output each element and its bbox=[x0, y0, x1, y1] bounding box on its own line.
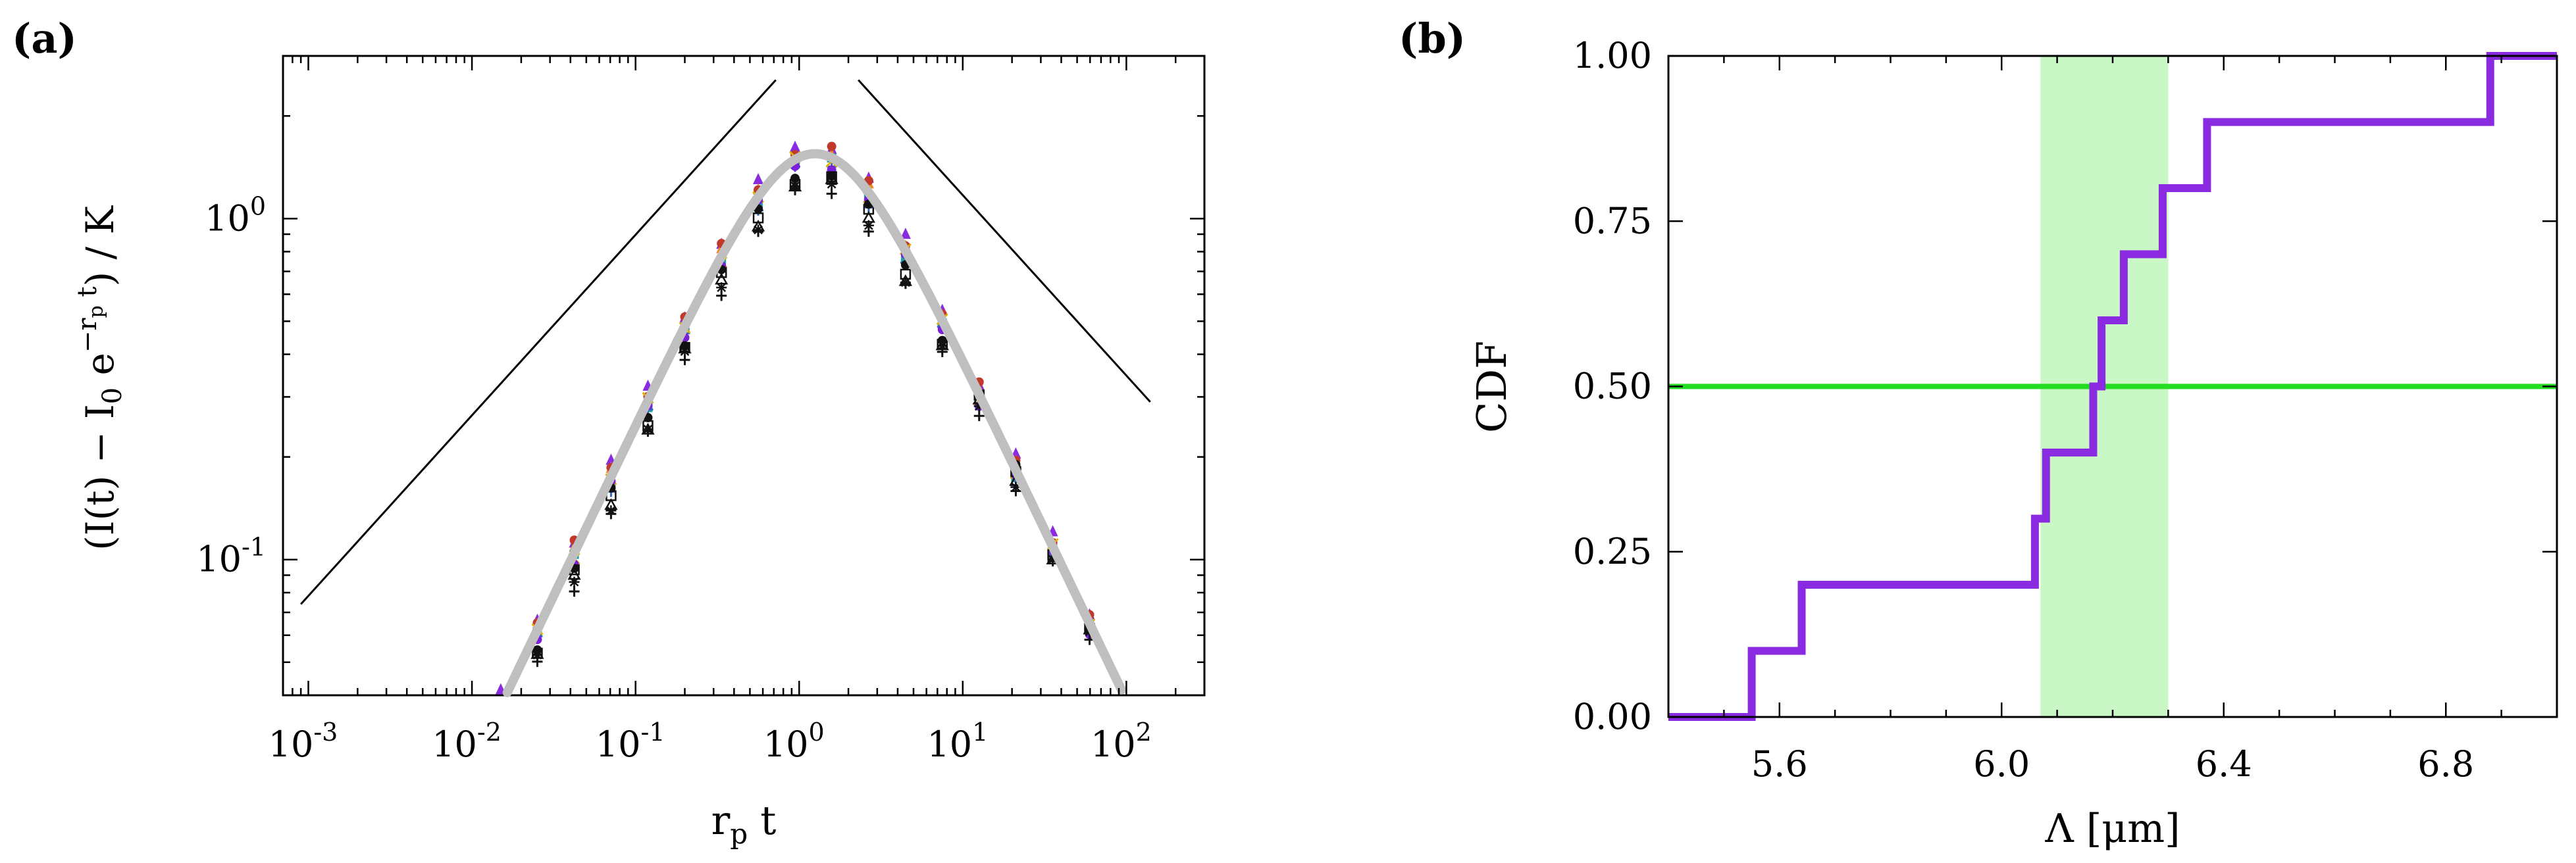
series-black-open-squares bbox=[532, 171, 1095, 659]
panel-a-plot-frame bbox=[282, 55, 1206, 697]
series-yellow-crosses bbox=[531, 151, 1096, 635]
x-tick-label: 100 bbox=[763, 718, 825, 765]
x-tick-exp: 1 bbox=[972, 718, 988, 747]
panel-b: (b) 5.6 6.0 6.4 6.8 0.00 0.25 0.50 0.75 1.00 Λ [… bbox=[1399, 14, 2558, 852]
x-tick-label: 10-3 bbox=[269, 718, 338, 765]
y-tick-base: 10 bbox=[205, 197, 250, 239]
x-tick-base: 10 bbox=[1091, 724, 1136, 765]
x-tick-exp: -1 bbox=[641, 718, 665, 747]
point bbox=[642, 426, 654, 437]
panel-a-x-label-main: r bbox=[711, 798, 731, 844]
series-black-circles bbox=[532, 171, 1095, 655]
x-tick-base: 10 bbox=[269, 724, 314, 765]
panel-b-x-axis-label: Λ [μm] bbox=[2044, 806, 2180, 852]
point bbox=[716, 282, 727, 293]
panel-a-y-label-p3: e bbox=[78, 353, 122, 387]
y-tick-exp: 0 bbox=[250, 191, 266, 220]
series-purple-triangles bbox=[495, 140, 1095, 695]
series-blue-crosses bbox=[532, 161, 1095, 642]
x-tick-label: 6.0 bbox=[1973, 743, 2030, 785]
series-teal-squares bbox=[532, 153, 1095, 637]
point bbox=[937, 346, 948, 357]
x-tick-exp: 2 bbox=[1136, 718, 1152, 747]
panel-a-y-label-p2: 0 bbox=[97, 387, 128, 404]
panel-a-label: (a) bbox=[12, 14, 77, 62]
x-tick-base: 10 bbox=[763, 724, 809, 765]
point bbox=[973, 410, 985, 422]
point bbox=[863, 220, 874, 231]
x-tick-exp: -2 bbox=[477, 718, 502, 747]
panel-b-cdf-step-line bbox=[1668, 52, 2557, 721]
panel-b-y-axis-label: CDF bbox=[1468, 341, 1516, 433]
point bbox=[900, 278, 911, 289]
y-tick-label: 0.25 bbox=[1573, 531, 1652, 572]
point bbox=[827, 141, 837, 151]
panel-b-label: (b) bbox=[1399, 14, 1466, 62]
point bbox=[679, 355, 690, 366]
panel-a-y-label-p4: −r bbox=[72, 318, 103, 353]
point bbox=[790, 184, 801, 195]
panel-a-y-label-p6: t bbox=[72, 287, 103, 306]
point bbox=[679, 346, 690, 357]
series-orange-triangles bbox=[532, 148, 1095, 635]
y-tick-exp: -1 bbox=[242, 533, 266, 562]
point bbox=[753, 226, 764, 237]
panel-a-y-axis-label: (I(t) − I0 e−rp t) / K bbox=[72, 205, 128, 550]
panel-a-x-label-sub: p bbox=[730, 818, 748, 850]
x-tick-base: 10 bbox=[596, 724, 641, 765]
point bbox=[532, 656, 543, 667]
panel-a-scatter-points bbox=[495, 140, 1096, 695]
x-tick-base: 10 bbox=[927, 724, 972, 765]
panel-a-x-axis-label: rp t bbox=[711, 798, 777, 850]
x-tick-exp: 0 bbox=[809, 718, 825, 747]
y-tick-label: 0.75 bbox=[1573, 200, 1652, 241]
point bbox=[863, 226, 874, 237]
x-tick-label: 10-2 bbox=[432, 718, 502, 765]
series-black-stars bbox=[532, 178, 1095, 660]
x-tick-exp: -3 bbox=[313, 718, 338, 747]
point bbox=[826, 178, 837, 189]
point bbox=[790, 140, 801, 152]
point bbox=[973, 401, 985, 412]
point bbox=[1010, 485, 1021, 497]
panel-a-guide-lines bbox=[300, 79, 1151, 605]
point bbox=[716, 290, 727, 301]
point bbox=[900, 228, 911, 239]
panel-b-ticks: 5.6 6.0 6.4 6.8 0.00 0.25 0.50 0.75 1.00 bbox=[1573, 35, 2558, 785]
x-tick-base: 10 bbox=[432, 724, 477, 765]
point bbox=[826, 188, 837, 199]
panel-a-y-label-p7: ) / K bbox=[78, 205, 122, 286]
y-tick-label: 0.50 bbox=[1573, 366, 1652, 407]
point bbox=[937, 340, 948, 351]
point bbox=[569, 586, 580, 597]
y-tick-label: 1.00 bbox=[1573, 35, 1652, 76]
panel-a-y-label-p1: (I(t) − I bbox=[78, 404, 122, 550]
panel-a-y-label-p5: p bbox=[85, 305, 108, 318]
series-purple-circles bbox=[532, 161, 1095, 645]
y-tick-base: 10 bbox=[196, 539, 242, 580]
x-tick-label: 101 bbox=[927, 718, 988, 765]
series-red-circles bbox=[532, 141, 1095, 628]
x-tick-label: 10-1 bbox=[596, 718, 665, 765]
panel-a-x-label-tail: t bbox=[748, 798, 776, 844]
x-tick-label: 6.4 bbox=[2196, 743, 2252, 785]
y-tick-label: 10-1 bbox=[196, 533, 266, 580]
point bbox=[753, 172, 764, 184]
y-tick-label: 100 bbox=[205, 191, 266, 239]
point bbox=[532, 649, 543, 660]
point bbox=[790, 174, 800, 184]
guide-line-1 bbox=[300, 79, 777, 605]
x-tick-label: 5.6 bbox=[1751, 743, 1808, 785]
point bbox=[605, 508, 617, 520]
x-tick-label: 6.8 bbox=[2417, 743, 2474, 785]
point bbox=[569, 576, 580, 587]
guide-line-2 bbox=[858, 79, 1151, 403]
y-tick-label: 0.00 bbox=[1573, 696, 1652, 737]
x-tick-label: 102 bbox=[1091, 718, 1152, 765]
panel-a-fit-curve bbox=[502, 149, 1126, 697]
